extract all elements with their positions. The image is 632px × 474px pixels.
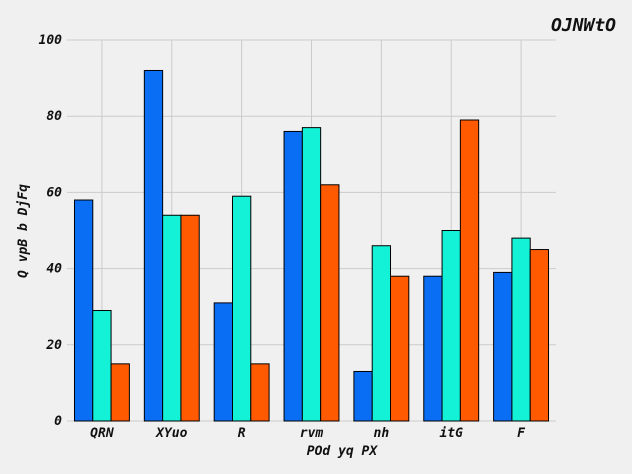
bar-nh-series-2 (371, 245, 392, 422)
bars (73, 69, 550, 422)
bar-XYuo-series-2 (162, 214, 182, 422)
bar-QRN-series-3 (110, 363, 130, 422)
bar-F-series-1 (493, 271, 513, 422)
bar-rvm-series-3 (320, 184, 340, 422)
x-axis-label: POd yq PX (307, 444, 379, 459)
bar-itG-series-2 (441, 230, 461, 422)
bar-nh-series-3 (390, 275, 410, 422)
y-tick-label: 100 (39, 33, 63, 48)
bar-itG-series-1 (423, 275, 443, 422)
bar-F-series-2 (511, 237, 531, 422)
bar-nh-series-1 (353, 370, 373, 422)
x-tick-label: QRN (90, 426, 114, 441)
x-tick-label: itG (439, 426, 463, 441)
bar-QRN-series-2 (92, 310, 112, 422)
bar-R-series-3 (250, 363, 270, 422)
bar-itG-series-3 (459, 119, 480, 422)
x-tick-label: nh (374, 426, 390, 441)
y-axis-label: Q vpB b DjFq (16, 184, 31, 278)
bar-rvm-series-1 (283, 130, 303, 422)
x-tick-label: XYuo (155, 426, 187, 441)
chart-title: OJNWtO (551, 15, 616, 36)
y-tick-label: 80 (46, 109, 62, 124)
bar-F-series-3 (529, 249, 550, 422)
bar-QRN-series-1 (73, 199, 94, 422)
bar-XYuo-series-3 (180, 214, 200, 422)
bar-XYuo-series-1 (143, 69, 164, 422)
bar-R-series-1 (213, 302, 233, 422)
y-tick-label: 20 (45, 338, 62, 353)
y-tick-label: 0 (54, 414, 62, 429)
y-ticks: 0 20 40 60 80 100 (39, 33, 63, 429)
y-tick-label: 40 (46, 262, 62, 277)
y-tick-label: 60 (46, 185, 62, 200)
x-tick-label: F (517, 426, 526, 441)
x-tick-label: R (238, 426, 246, 441)
bar-rvm-series-2 (301, 127, 322, 422)
x-tick-label: rvm (300, 426, 324, 441)
bar-R-series-2 (231, 195, 252, 422)
